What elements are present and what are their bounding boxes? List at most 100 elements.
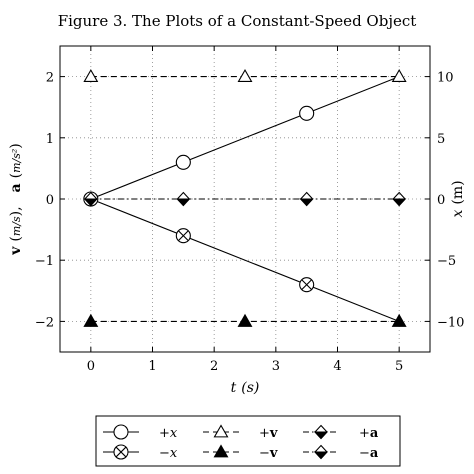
series-marker — [83, 313, 99, 327]
legend-label: +v — [259, 426, 278, 441]
marker-otimes-cross — [301, 279, 313, 291]
legend-marker — [213, 424, 229, 438]
y-label-open2: ( — [8, 173, 24, 178]
series-marker — [237, 68, 253, 83]
legend-marker — [313, 444, 329, 460]
marker-otimes-cross — [115, 446, 127, 458]
series-marker — [391, 313, 407, 327]
marker-circle — [299, 105, 315, 121]
x-axis-label: t (s) — [231, 380, 260, 396]
marker-triangle — [237, 68, 253, 83]
series-markers — [83, 68, 407, 327]
legend-label: +x — [159, 426, 178, 441]
marker-diamond — [176, 191, 191, 207]
series-marker — [237, 313, 253, 327]
marker-diamond-fill — [392, 198, 407, 207]
series-marker — [176, 191, 191, 207]
legend-marker — [113, 424, 129, 440]
y-label-open1: ( — [8, 236, 24, 241]
y-tick-labels-left: −2 −1 0 1 2 — [35, 71, 54, 331]
y-tick-label-right: 5 — [437, 132, 445, 147]
marker-diamond-fill — [176, 198, 191, 207]
legend-box — [95, 415, 401, 467]
legend-var: v — [269, 426, 278, 441]
series-marker — [175, 154, 191, 170]
series-line — [90, 198, 400, 322]
marker-circle — [113, 424, 129, 440]
marker-triangle — [237, 313, 253, 327]
y-label-a-unit: m/s² — [10, 149, 23, 173]
series-marker — [299, 105, 315, 121]
x-tick-label: 1 — [148, 359, 156, 374]
marker-diamond — [392, 191, 406, 207]
chart-title: Figure 3. The Plots of a Constant-Speed … — [58, 12, 417, 30]
y-tick-label-right: 0 — [437, 193, 445, 208]
legend-sign: − — [359, 446, 370, 461]
x-tick-label: 3 — [272, 359, 280, 374]
y-label-sep: , — [8, 206, 24, 210]
y-tick-label-right: −10 — [437, 315, 464, 330]
legend-sign: + — [259, 426, 270, 441]
y-axis-label-left: v(m/s),a(m/s²) — [8, 143, 24, 256]
marker-diamond — [314, 444, 328, 460]
y-label-v-unit: m/s — [10, 216, 23, 236]
y-right-label-var: x — [450, 210, 466, 218]
y-label-close1: ) — [8, 211, 24, 216]
y-tick-labels-right: −10 −5 0 5 10 — [437, 71, 464, 331]
y-tick-label-left: −1 — [35, 254, 54, 269]
y-tick-label-left: 1 — [46, 132, 54, 147]
series-marker — [83, 68, 99, 83]
series-marker — [392, 191, 407, 207]
marker-triangle — [213, 444, 229, 458]
legend-sign: − — [159, 446, 170, 461]
y-right-label-unit: (m) — [450, 180, 466, 204]
y-tick-label-right: −5 — [437, 254, 456, 269]
legend-label: +a — [359, 426, 379, 441]
y-tick-label-left: −2 — [35, 315, 54, 330]
x-tick-label: 4 — [333, 359, 341, 374]
series-marker — [391, 68, 407, 83]
legend-var: x — [170, 426, 178, 441]
marker-diamond — [314, 424, 328, 440]
marker-triangle — [391, 68, 407, 83]
x-tick-label: 2 — [210, 359, 218, 374]
tick-marks — [60, 46, 430, 352]
x-axis-label-var: t — [231, 380, 237, 396]
marker-triangle — [213, 424, 229, 438]
series-line — [90, 76, 400, 200]
legend-var: x — [170, 446, 178, 461]
marker-otimes-cross — [177, 230, 189, 242]
legend-label: −x — [159, 446, 178, 461]
y-axis-label-right: x (m) — [450, 180, 466, 217]
x-tick-label: 5 — [395, 359, 403, 374]
y-label-close2: ) — [8, 143, 24, 148]
legend-sign: + — [359, 426, 370, 441]
legend-marker — [213, 444, 229, 458]
marker-triangle — [391, 313, 407, 327]
marker-diamond-fill — [299, 198, 314, 207]
y-tick-label-left: 0 — [46, 193, 54, 208]
legend-label: −v — [259, 446, 278, 461]
marker-diamond — [299, 191, 314, 207]
y-tick-label-left: 2 — [46, 71, 54, 86]
legend-var: a — [370, 446, 379, 461]
legend-var: a — [370, 426, 379, 441]
x-axis-label-unit: (s) — [241, 380, 259, 396]
legend: +x +v +a−x −v −a — [103, 424, 379, 461]
legend-sign: + — [159, 426, 170, 441]
x-tick-label: 0 — [87, 359, 95, 374]
x-tick-labels: 0 1 2 3 4 5 — [87, 359, 404, 374]
series-marker — [175, 228, 191, 244]
series-lines — [90, 76, 400, 322]
marker-diamond — [84, 191, 98, 207]
legend-marker — [113, 444, 129, 460]
legend-sign: − — [259, 446, 270, 461]
marker-triangle — [83, 313, 99, 327]
series-marker — [299, 277, 315, 293]
y-label-v: v — [8, 246, 24, 256]
series-marker — [83, 191, 98, 207]
legend-marker — [313, 424, 329, 440]
y-tick-label-right: 10 — [437, 71, 454, 86]
marker-triangle — [83, 68, 99, 83]
